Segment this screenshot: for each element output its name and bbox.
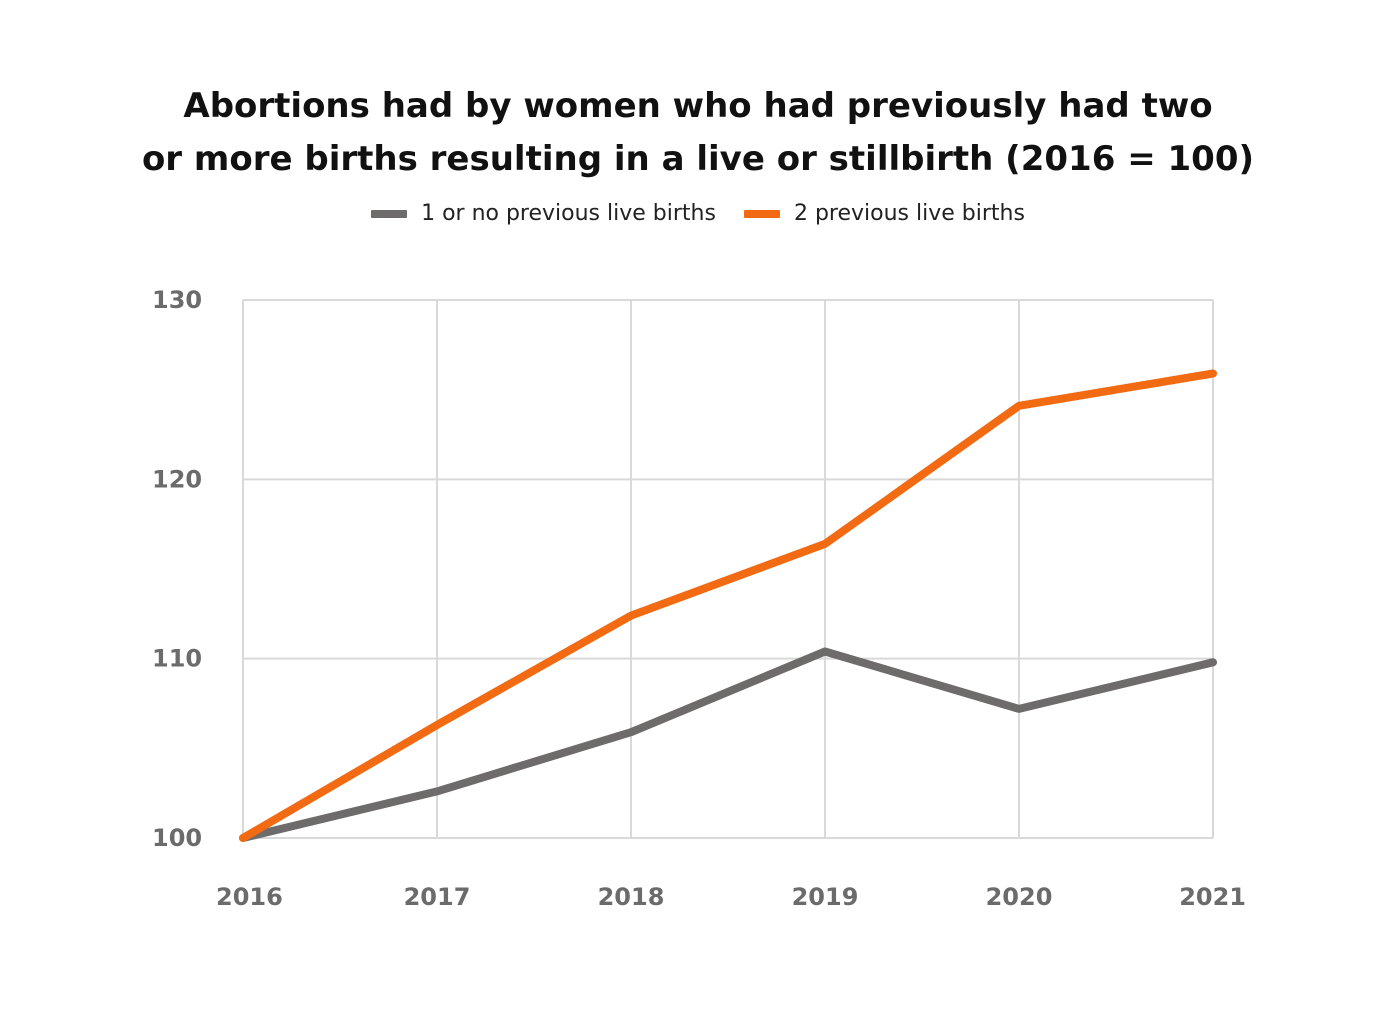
- x-axis-ticks: 2016 2017 2018 2019 2020 2021: [216, 883, 1246, 911]
- x-tick-label-2019: 2019: [792, 883, 859, 911]
- legend-label-series-1: 1 or no previous live births: [421, 201, 716, 226]
- x-tick-label-2020: 2020: [986, 883, 1053, 911]
- x-tick-label-2016: 2016: [216, 883, 283, 911]
- y-tick-label-100: 100: [152, 824, 202, 852]
- legend-item-series-2: 2 previous live births: [743, 201, 1025, 226]
- series-line-1: [239, 647, 1217, 842]
- series: [239, 369, 1217, 842]
- y-tick-label-110: 110: [152, 645, 202, 673]
- y-tick-label-120: 120: [152, 465, 202, 493]
- series-line-2: [239, 369, 1217, 842]
- chart-legend: 1 or no previous live births 2 previous …: [0, 201, 1396, 226]
- legend-swatch-series-1: [371, 209, 408, 218]
- grid: [242, 299, 1214, 839]
- y-axis-ticks: 100 110 120 130: [152, 286, 202, 852]
- x-tick-label-2017: 2017: [404, 883, 471, 911]
- chart-title: Abortions had by women who had previousl…: [0, 80, 1396, 186]
- chart-title-line-2: or more births resulting in a live or st…: [141, 139, 1255, 179]
- legend-item-series-1: 1 or no previous live births: [371, 201, 716, 226]
- x-tick-label-2021: 2021: [1179, 883, 1246, 911]
- legend-swatch-series-2: [743, 209, 780, 218]
- y-tick-label-130: 130: [152, 286, 202, 314]
- chart-title-line-1: Abortions had by women who had previousl…: [183, 86, 1213, 126]
- legend-label-series-2: 2 previous live births: [793, 201, 1025, 226]
- x-tick-label-2018: 2018: [598, 883, 665, 911]
